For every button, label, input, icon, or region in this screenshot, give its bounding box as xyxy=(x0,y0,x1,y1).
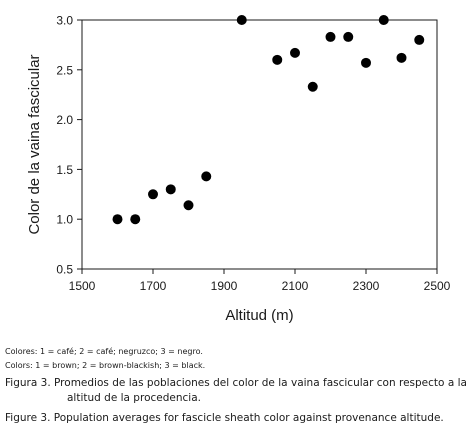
data-point xyxy=(396,52,407,63)
caption-colores: Colores: 1 = café; 2 = café; negruzco; 3… xyxy=(5,347,203,356)
plot-frame xyxy=(81,19,438,270)
y-tick-label: 1.5 xyxy=(56,163,73,177)
data-point xyxy=(307,81,318,92)
data-point xyxy=(148,189,158,200)
data-points xyxy=(112,15,425,225)
caption-figure: Figure 3. Population averages for fascic… xyxy=(5,412,444,424)
data-point xyxy=(236,15,247,25)
x-tick-label: 2100 xyxy=(282,279,309,293)
y-tick-label: 3.0 xyxy=(56,14,73,28)
data-point xyxy=(378,15,389,25)
data-point xyxy=(165,184,176,195)
data-point xyxy=(414,34,425,45)
y-axis-label: Color de la vaina fascicular xyxy=(26,54,43,234)
caption-figura: Figura 3. Promedios de las poblaciones d… xyxy=(5,377,467,404)
data-point xyxy=(130,214,141,225)
data-point xyxy=(361,57,371,68)
y-axis: 0.5 1.0 1.5 2.0 2.5 3.0 xyxy=(56,14,82,277)
x-axis-label: Altitud (m) xyxy=(225,307,293,324)
data-point xyxy=(183,200,194,211)
y-tick-label: 2.5 xyxy=(56,63,73,77)
scatter-chart: 1500 1700 1900 2100 2300 2500 0.5 1.0 1.5 2.0 2.5… xyxy=(26,14,451,325)
data-point xyxy=(201,171,212,182)
y-tick-label: 2.0 xyxy=(56,113,73,127)
data-point xyxy=(272,54,283,65)
caption-colors: Colors: 1 = brown; 2 = brown-blackish; 3… xyxy=(5,361,206,370)
data-point xyxy=(290,47,300,58)
x-tick-label: 2300 xyxy=(353,279,380,293)
x-tick-label: 1700 xyxy=(140,279,167,293)
x-tick-label: 1500 xyxy=(69,279,96,293)
data-point xyxy=(112,214,123,225)
x-tick-label: 2500 xyxy=(424,279,451,293)
y-tick-label: 1.0 xyxy=(56,213,73,227)
x-tick-label: 1900 xyxy=(211,279,238,293)
y-tick-label: 0.5 xyxy=(56,263,73,277)
x-axis: 1500 1700 1900 2100 2300 2500 xyxy=(69,269,451,293)
data-point xyxy=(325,31,336,42)
data-point xyxy=(343,31,354,42)
